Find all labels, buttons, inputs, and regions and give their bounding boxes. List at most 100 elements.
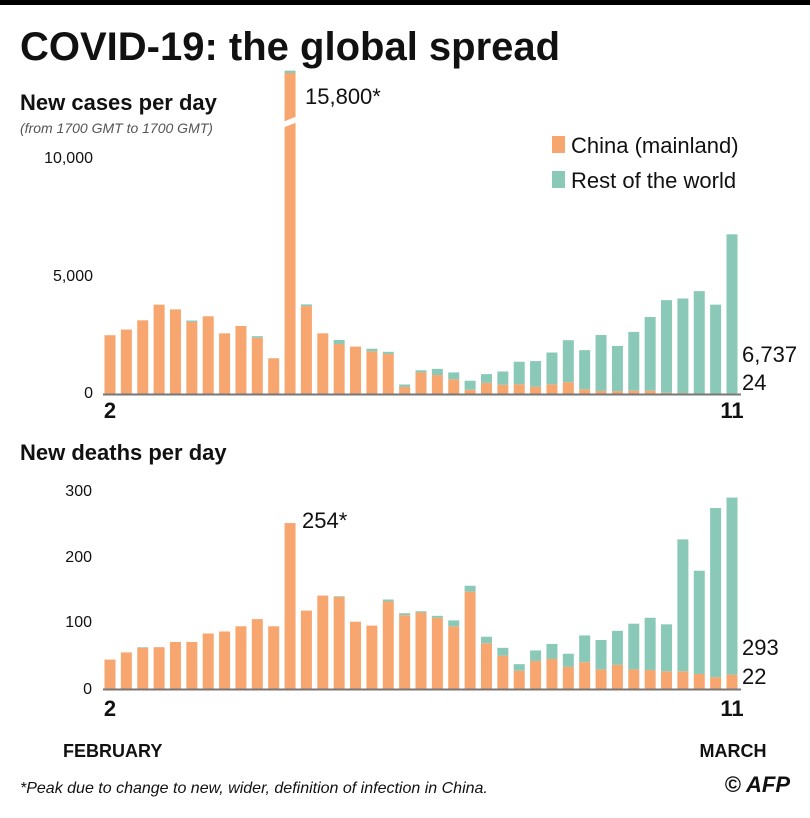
cases-bar-china	[465, 390, 476, 394]
deaths-bar-rest	[383, 599, 394, 601]
deaths-bar-rest	[677, 539, 688, 671]
deaths-bar-china	[465, 592, 476, 689]
deaths-x-tick-label: 2	[104, 696, 116, 721]
deaths-bar-rest	[727, 498, 738, 675]
cases-chart-subtitle: (from 1700 GMT to 1700 GMT)	[20, 120, 213, 136]
deaths-bar-rest	[399, 613, 410, 615]
cases-bar-rest	[612, 346, 623, 391]
cases-bar-china	[203, 316, 214, 394]
deaths-bar-china	[105, 660, 116, 689]
cases-bar-rest	[579, 350, 590, 389]
cases-bar-china	[399, 387, 410, 394]
cases-bar-rest	[334, 340, 345, 344]
cases-bar-rest	[252, 336, 263, 338]
deaths-bar-china	[219, 632, 230, 689]
deaths-bar-china	[334, 597, 345, 689]
deaths-bar-rest	[710, 508, 721, 677]
deaths-bar-rest	[137, 647, 148, 648]
cases-bar-rest	[694, 291, 705, 393]
deaths-bar-china	[170, 642, 181, 689]
deaths-bar-china	[285, 523, 296, 689]
cases-bar-rest	[677, 298, 688, 393]
deaths-bar-rest	[661, 624, 672, 671]
legend-label-china: China (mainland)	[571, 133, 739, 158]
deaths-bar-china	[497, 656, 508, 689]
deaths-bar-china	[366, 626, 377, 689]
deaths-bar-rest	[628, 624, 639, 670]
deaths-bar-china	[154, 647, 165, 689]
deaths-bar-china	[383, 601, 394, 689]
cases-bar-china	[154, 305, 165, 394]
deaths-bar-rest	[645, 618, 656, 670]
deaths-y-tick-label: 200	[65, 549, 92, 566]
cases-bar-rest	[563, 340, 574, 382]
deaths-x-tick-label: 11	[720, 696, 743, 721]
deaths-bar-china	[710, 677, 721, 689]
cases-bar-china	[383, 354, 394, 394]
cases-bar-rest	[366, 349, 377, 352]
deaths-bar-china	[628, 669, 639, 689]
cases-bar-rest	[186, 321, 197, 322]
deaths-bar-rest	[694, 571, 705, 674]
deaths-bar-china	[514, 671, 525, 689]
deaths-bar-rest	[465, 586, 476, 592]
deaths-bar-china	[727, 675, 738, 689]
cases-bar-china	[235, 326, 246, 394]
cases-x-tick-label: 2	[104, 398, 116, 423]
deaths-last-total-label: 293	[742, 635, 779, 660]
cases-bar-china	[268, 358, 279, 394]
cases-bar-rest	[546, 353, 557, 385]
deaths-bar-rest	[514, 664, 525, 671]
deaths-bar-rest	[530, 650, 541, 660]
cases-chart-title: New cases per day	[20, 90, 218, 115]
deaths-bar-china	[121, 652, 132, 689]
page-title: COVID-19: the global spread	[20, 25, 560, 69]
deaths-bar-rest	[481, 637, 492, 644]
top-rule	[0, 0, 810, 5]
cases-bar-rest	[285, 71, 296, 73]
cases-bar-china	[121, 330, 132, 394]
afp-logo: © AFP	[724, 772, 790, 797]
deaths-bar-rest	[497, 648, 508, 656]
cases-y-tick-label: 5,000	[53, 268, 93, 285]
deaths-bar-china	[137, 648, 148, 689]
cases-bar-rest	[301, 304, 312, 306]
cases-bar-rest	[710, 305, 721, 394]
deaths-bar-china	[481, 643, 492, 689]
cases-bar-china	[366, 351, 377, 394]
deaths-bar-china	[268, 626, 279, 689]
deaths-bar-china	[563, 667, 574, 689]
deaths-bar-rest	[612, 631, 623, 665]
cases-bar-rest	[432, 369, 443, 375]
month-label-start: FEBRUARY	[63, 741, 162, 761]
deaths-bar-rest	[334, 596, 345, 597]
deaths-bar-china	[530, 661, 541, 689]
cases-x-tick-label: 11	[720, 398, 743, 423]
deaths-bar-china	[235, 626, 246, 689]
cases-bar-china	[579, 389, 590, 394]
deaths-bar-rest	[546, 644, 557, 659]
cases-bar-rest	[465, 381, 476, 390]
deaths-bar-rest	[432, 616, 443, 618]
cases-bar-china	[137, 320, 148, 394]
deaths-bars	[103, 498, 741, 690]
footnote: *Peak due to change to new, wider, defin…	[20, 780, 488, 797]
cases-bar-rest	[399, 385, 410, 387]
deaths-chart-title: New deaths per day	[20, 440, 227, 465]
cases-bar-rest	[628, 332, 639, 391]
cases-bar-rest	[514, 362, 525, 385]
deaths-bar-china	[301, 611, 312, 689]
deaths-y-tick-label: 300	[65, 483, 92, 500]
cases-peak-label: 15,800*	[305, 84, 381, 109]
deaths-bar-rest	[416, 611, 427, 612]
cases-bar-rest	[416, 370, 427, 372]
deaths-bar-china	[203, 633, 214, 689]
cases-bar-china	[301, 306, 312, 394]
cases-bar-china	[481, 383, 492, 394]
cases-bar-rest	[448, 372, 459, 379]
cases-last-total-label: 6,737	[742, 342, 797, 367]
cases-bar-china	[530, 387, 541, 394]
cases-bar-china	[546, 384, 557, 394]
cases-bar-china	[448, 379, 459, 394]
